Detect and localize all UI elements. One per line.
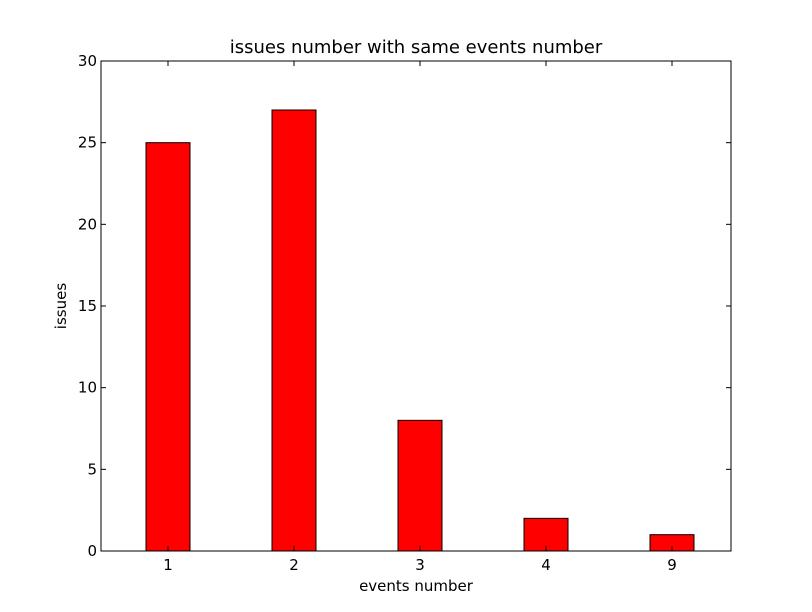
x-ticks-group: 1 2 3 4 9 [163, 61, 677, 574]
plot-frame [100, 60, 732, 552]
x-tick-label: 1 [163, 556, 173, 574]
bar-3 [397, 419, 443, 552]
x-tick-label: 4 [541, 556, 551, 574]
bars-group [145, 109, 695, 552]
bar-1 [145, 142, 191, 552]
y-ticks-group: 0 5 10 15 20 25 30 [78, 52, 731, 560]
x-tick-label: 2 [289, 556, 299, 574]
bar-2 [271, 109, 317, 552]
y-tick-label: 30 [78, 52, 97, 70]
y-tick-label: 10 [78, 379, 97, 397]
x-axis-label: events number [359, 577, 474, 595]
y-tick-label: 5 [87, 460, 97, 478]
x-tick-label: 9 [667, 556, 677, 574]
y-axis-label: issues [52, 283, 70, 330]
x-tick-label: 3 [415, 556, 425, 574]
y-tick-label: 20 [78, 215, 97, 233]
y-tick-label: 15 [78, 297, 97, 315]
y-tick-label: 0 [87, 542, 97, 560]
y-tick-label: 25 [78, 134, 97, 152]
chart-title: issues number with same events number [230, 37, 603, 58]
